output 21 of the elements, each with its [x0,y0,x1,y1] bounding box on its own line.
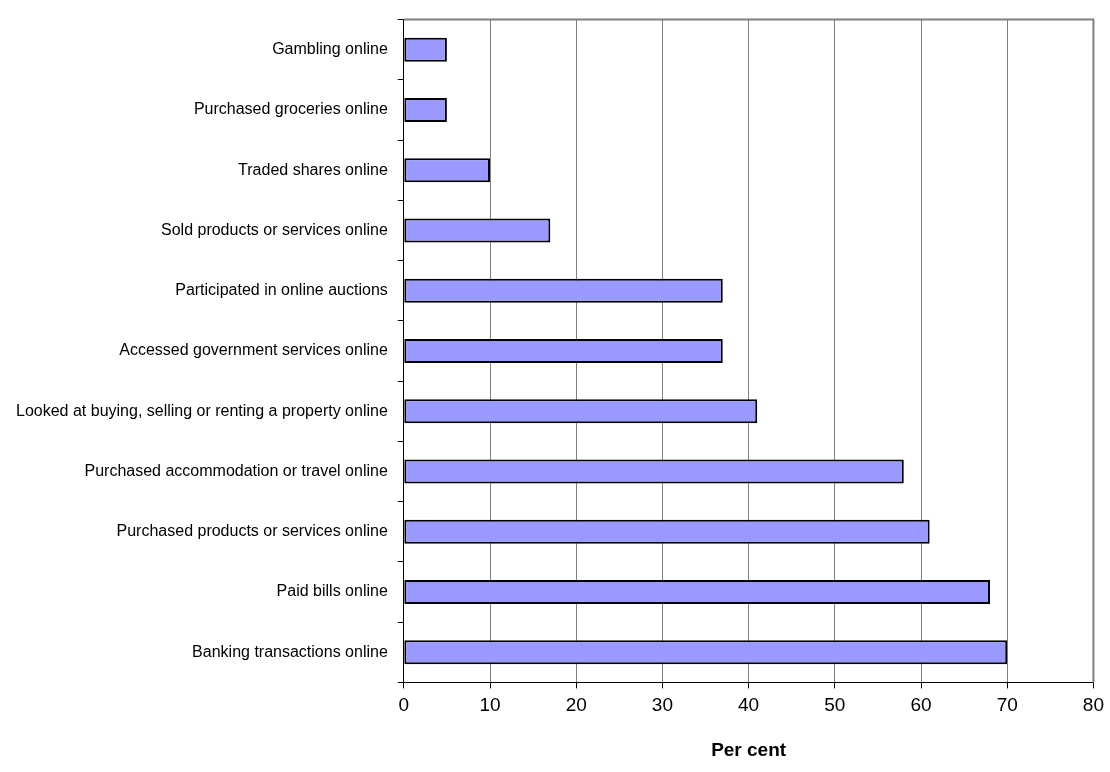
y-tick-label: Banking transactions online [192,642,388,660]
x-tick-label: 70 [996,694,1018,716]
y-tick-label: Purchased accommodation or travel online [84,461,388,479]
y-tick-label: Accessed government services online [119,341,388,359]
y-tick-label: Traded shares online [238,160,388,178]
y-tick-label: Gambling online [272,40,388,58]
y-tick-label: Participated in online auctions [175,281,388,299]
x-tick-label: 0 [398,694,410,716]
y-tick-label: Purchased groceries online [193,100,388,118]
x-tick-label: 20 [565,694,587,716]
x-tick-label: 80 [1082,694,1104,716]
y-tick-label: Looked at buying, selling or renting a property online [16,401,388,419]
x-tick-label: 30 [651,694,673,716]
y-tick-label: Sold products or services online [161,220,388,238]
y-tick-label: Paid bills online [276,582,388,600]
x-axis-title: Per cent [711,738,787,760]
x-tick-label: 50 [824,694,846,716]
x-tick-label: 40 [738,694,760,716]
x-tick-label: 10 [479,694,501,716]
x-tick-label: 60 [910,694,932,716]
y-tick-label: Purchased products or services online [116,522,388,540]
